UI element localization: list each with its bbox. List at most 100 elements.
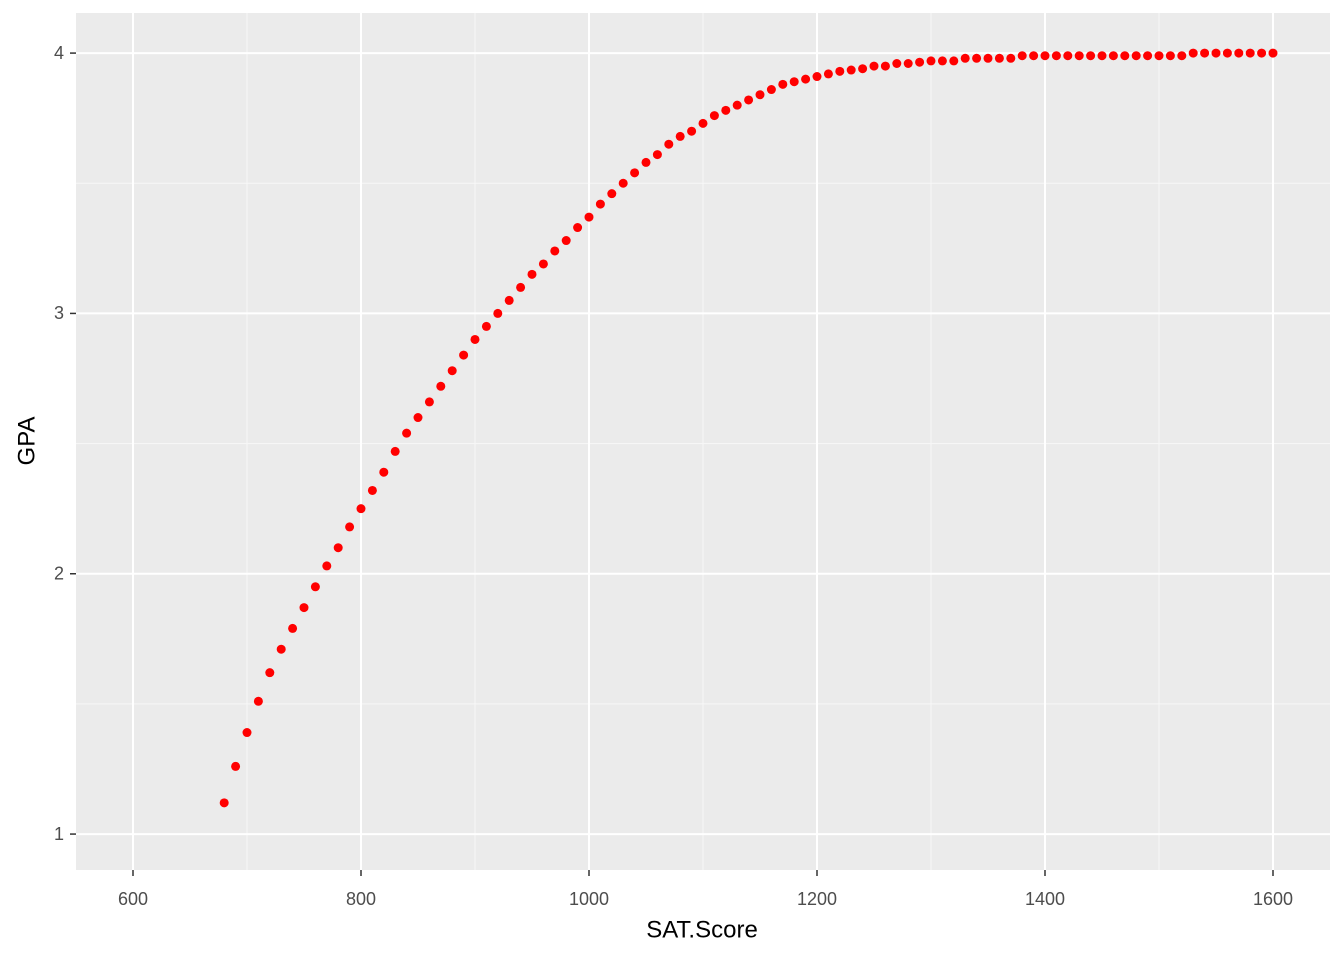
point [858, 64, 868, 74]
point [310, 582, 320, 592]
point [789, 77, 799, 87]
x-tick-label: 800 [346, 889, 376, 909]
x-tick-label: 1400 [1025, 889, 1065, 909]
point [766, 85, 776, 95]
point [584, 212, 594, 222]
point [835, 66, 845, 76]
point [732, 100, 742, 110]
point [322, 561, 332, 571]
point [402, 428, 412, 438]
point [253, 696, 263, 706]
point [778, 79, 788, 89]
point [1211, 48, 1221, 58]
point [1268, 48, 1278, 58]
point [493, 308, 503, 318]
point [1234, 48, 1244, 58]
y-tick-label: 2 [54, 563, 64, 583]
points [219, 48, 1278, 808]
point [219, 798, 229, 808]
point [846, 65, 856, 75]
point [356, 504, 366, 514]
point [516, 282, 526, 292]
y-tick-label: 4 [54, 43, 64, 63]
point [550, 246, 560, 256]
point [345, 522, 355, 532]
point [709, 111, 719, 121]
point [755, 90, 765, 100]
point [299, 603, 309, 613]
point [1120, 51, 1130, 61]
point [1074, 51, 1084, 61]
point [721, 105, 731, 115]
point [242, 728, 252, 738]
x-tick-label: 1600 [1253, 889, 1293, 909]
point [231, 761, 241, 771]
point [641, 157, 651, 167]
point [801, 74, 811, 84]
point [413, 413, 423, 423]
point [675, 131, 685, 141]
point [333, 543, 343, 553]
point [595, 199, 605, 209]
point [664, 139, 674, 149]
point [1177, 51, 1187, 61]
point [390, 446, 400, 456]
point [1165, 51, 1175, 61]
point [288, 623, 298, 633]
point [698, 118, 708, 128]
point [459, 350, 469, 360]
point [892, 59, 902, 69]
point [1108, 51, 1118, 61]
point [265, 668, 275, 678]
point [607, 189, 617, 199]
point [1086, 51, 1096, 61]
point [994, 53, 1004, 63]
point [1143, 51, 1153, 61]
point [926, 56, 936, 66]
point [527, 269, 537, 279]
grid [76, 13, 1330, 870]
point [869, 61, 879, 71]
point [744, 95, 754, 105]
point [1006, 53, 1016, 63]
point [481, 321, 491, 331]
point [915, 57, 925, 67]
point [937, 56, 947, 66]
y-axis-title: GPA [13, 417, 40, 466]
point [367, 485, 377, 495]
point [1029, 51, 1039, 61]
point [823, 69, 833, 79]
point [1188, 48, 1198, 58]
point [1040, 51, 1050, 61]
point [573, 223, 583, 233]
point [960, 53, 970, 63]
x-tick-label: 600 [118, 889, 148, 909]
point [1063, 51, 1073, 61]
point [1154, 51, 1164, 61]
point [1257, 48, 1267, 58]
point [436, 381, 446, 391]
point [687, 126, 697, 136]
point [1222, 48, 1232, 58]
y-tick-label: 3 [54, 303, 64, 323]
point [504, 295, 514, 305]
point [903, 59, 913, 69]
point [1017, 51, 1027, 61]
point [1097, 51, 1107, 61]
point [812, 72, 822, 82]
point [1131, 51, 1141, 61]
x-tick-label: 1000 [569, 889, 609, 909]
x-axis-title: SAT.Score [646, 916, 758, 943]
y-tick-label: 1 [54, 824, 64, 844]
point [652, 150, 662, 160]
point [630, 168, 640, 178]
point [1200, 48, 1210, 58]
point [1051, 51, 1061, 61]
point [538, 259, 548, 269]
point [1245, 48, 1255, 58]
point [379, 467, 389, 477]
x-tick-label: 1200 [797, 889, 837, 909]
point [447, 366, 457, 376]
